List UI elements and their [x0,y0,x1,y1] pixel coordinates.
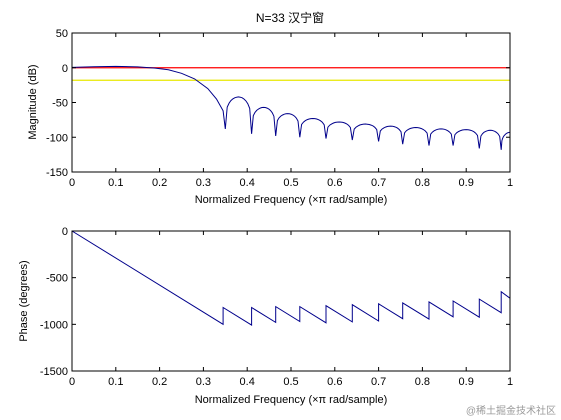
magnitude-x-tick-label: 0 [69,177,75,189]
magnitude-y-tick-label: -150 [46,167,68,179]
phase-y-ticks: 0 -500 -1000 -1500 [40,226,510,378]
magnitude-x-tick-label: 0.2 [152,177,167,189]
watermark-text: @稀土掘金技术社区 [466,404,556,417]
phase-x-tick-label: 0.3 [196,376,211,388]
magnitude-x-tick-label: 0.1 [108,177,123,189]
magnitude-x-tick-label: 0.6 [327,177,342,189]
phase-x-ticks: 0 0.1 0.2 0.3 0.4 0.5 0.6 0.7 0.8 0.9 1 [69,231,513,388]
phase-x-tick-label: 0.5 [283,376,298,388]
magnitude-response-line [71,65,510,150]
magnitude-y-tick-label: -100 [46,132,68,144]
magnitude-chart-title: N=33 汉宁窗 [256,10,324,25]
phase-x-axis-label: Normalized Frequency (×π rad/sample) [195,394,388,406]
phase-y-tick-label: -1000 [40,319,68,331]
phase-y-tick-label: -1500 [40,366,68,378]
magnitude-y-tick-label: 50 [56,28,68,40]
phase-x-tick-label: 0.9 [459,376,474,388]
phase-x-tick-label: 0.2 [152,376,167,388]
magnitude-reference-lines [72,67,510,81]
phase-y-tick-label: -500 [46,273,68,285]
magnitude-y-tick-label: 0 [62,63,68,75]
magnitude-chart: N=33 汉宁窗 0 0.1 0.2 0.3 0.4 0.5 0.6 0.7 0.8 0.9 1 5… [27,10,513,206]
magnitude-x-axis-label: Normalized Frequency (×π rad/sample) [195,194,388,206]
phase-plot-frame [71,230,511,372]
magnitude-plot-frame [71,32,511,173]
magnitude-x-tick-label: 0.3 [196,177,211,189]
magnitude-x-tick-label: 0.9 [459,177,474,189]
magnitude-y-tick-label: -50 [52,98,68,110]
phase-y-axis-label: Phase (degrees) [18,260,30,341]
magnitude-x-tick-label: 0.4 [240,177,255,189]
phase-x-tick-label: 0.6 [327,376,342,388]
magnitude-y-ticks: 50 0 -50 -100 -150 [46,28,510,179]
phase-chart: 0 0.1 0.2 0.3 0.4 0.5 0.6 0.7 0.8 0.9 1 0 -500 -1000… [18,226,513,406]
phase-x-tick-label: 0.1 [108,376,123,388]
phase-response-line [71,230,511,326]
magnitude-x-tick-label: 0.5 [283,177,298,189]
magnitude-y-axis-label: Magnitude (dB) [27,64,39,139]
magnitude-x-ticks: 0 0.1 0.2 0.3 0.4 0.5 0.6 0.7 0.8 0.9 1 [69,33,513,189]
phase-x-tick-label: 0.4 [240,376,255,388]
magnitude-x-tick-label: 0.7 [371,177,386,189]
phase-x-tick-label: 0.8 [415,376,430,388]
phase-y-tick-label: 0 [62,226,68,238]
magnitude-x-tick-label: 1 [507,177,513,189]
phase-x-tick-label: 1 [507,376,513,388]
phase-x-tick-label: 0.7 [371,376,386,388]
phase-x-tick-label: 0 [69,376,75,388]
magnitude-x-tick-label: 0.8 [415,177,430,189]
